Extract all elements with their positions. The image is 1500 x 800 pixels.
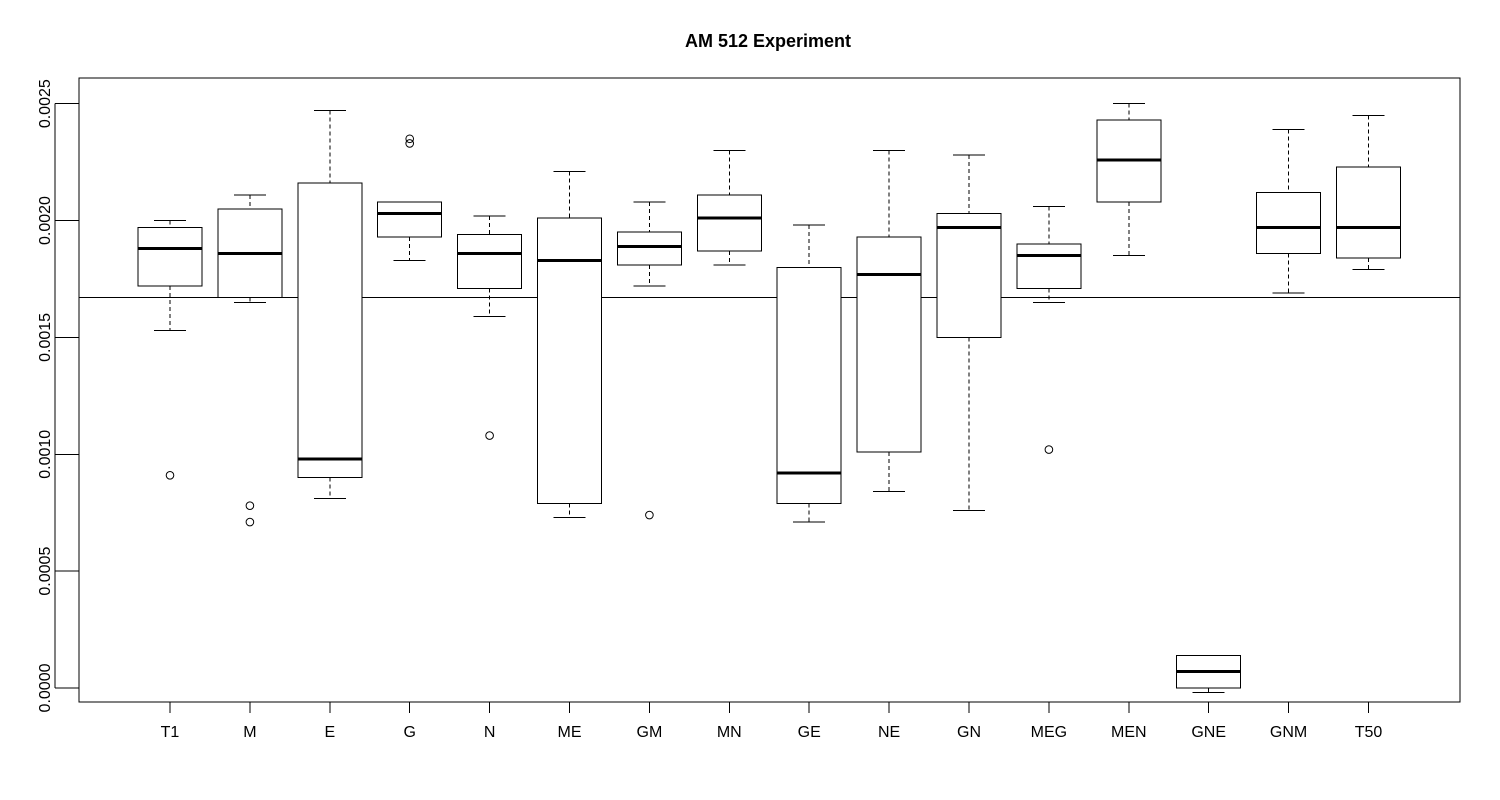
iqr-box: [616, 231, 682, 266]
box-group-ge: [776, 224, 842, 523]
x-tick-label: T50: [1355, 724, 1383, 741]
chart-title: AM 512 Experiment: [685, 31, 851, 51]
y-tick-label: 0.0010: [37, 430, 54, 479]
x-tick-label: GNE: [1191, 724, 1226, 741]
y-tick-label: 0.0015: [37, 313, 54, 362]
x-tick-label: GE: [798, 724, 821, 741]
x-tick-label: T1: [161, 724, 180, 741]
box-group-gm: [616, 201, 682, 520]
iqr-box: [537, 217, 602, 504]
iqr-box: [377, 201, 443, 238]
box-group-ne: [856, 149, 922, 493]
x-tick-label: G: [403, 724, 415, 741]
outlier-point: [245, 517, 255, 527]
box-group-m: [217, 194, 283, 527]
iqr-box: [297, 182, 363, 479]
outlier-point: [405, 139, 415, 148]
iqr-box: [1016, 243, 1082, 289]
x-tick-label: MEN: [1111, 724, 1147, 741]
box-group-gn: [936, 154, 1002, 511]
x-tick-label: GNM: [1270, 724, 1307, 741]
iqr-box: [776, 266, 842, 504]
outlier-point: [165, 471, 175, 480]
x-tick-label: M: [243, 724, 256, 741]
x-tick-label: E: [324, 724, 335, 741]
box-group-e: [297, 110, 363, 500]
y-tick-label: 0.0020: [37, 196, 54, 245]
x-tick-label: GN: [957, 724, 981, 741]
iqr-box: [1256, 192, 1322, 254]
outlier-point: [245, 501, 255, 510]
y-tick-label: 0.0005: [37, 547, 54, 596]
iqr-box: [457, 234, 523, 289]
x-tick-label: GM: [637, 724, 663, 741]
outlier-point: [645, 510, 654, 520]
iqr-box: [856, 236, 922, 453]
x-tick-label: MN: [717, 724, 742, 741]
box-group-mn: [696, 149, 762, 266]
x-tick-label: NE: [878, 724, 900, 741]
box-group-gnm: [1256, 128, 1322, 294]
iqr-box: [696, 194, 762, 252]
x-tick-label: N: [484, 724, 496, 741]
outlier-point: [485, 431, 494, 440]
iqr-box: [936, 213, 1002, 338]
box-group-n: [457, 215, 523, 440]
boxes-layer: [137, 103, 1401, 694]
x-tick-label: ME: [558, 724, 582, 741]
outlier-point: [1044, 445, 1054, 454]
y-tick-label: 0.0025: [37, 79, 54, 128]
y-tick-label: 0.0000: [37, 663, 54, 712]
x-axis: T1 M E G N ME GM MN GE NE GN MEG MEN GNE GNM T50: [161, 701, 1383, 741]
iqr-box: [1336, 166, 1401, 259]
box-group-t1: [137, 220, 203, 480]
x-tick-label: MEG: [1031, 724, 1067, 741]
box-group-g: [377, 134, 443, 261]
plot-frame: [78, 77, 1461, 703]
box-group-me: [537, 170, 602, 518]
iqr-box: [137, 227, 203, 287]
box-group-t50: [1336, 114, 1401, 271]
y-axis: 0.0000 0.0005 0.0010 0.0015 0.0020 0.0025: [37, 79, 79, 712]
box-group-men: [1096, 103, 1162, 257]
outlier-point: [405, 134, 415, 144]
box-group-meg: [1016, 206, 1082, 454]
box-group-gne: [1176, 654, 1242, 694]
